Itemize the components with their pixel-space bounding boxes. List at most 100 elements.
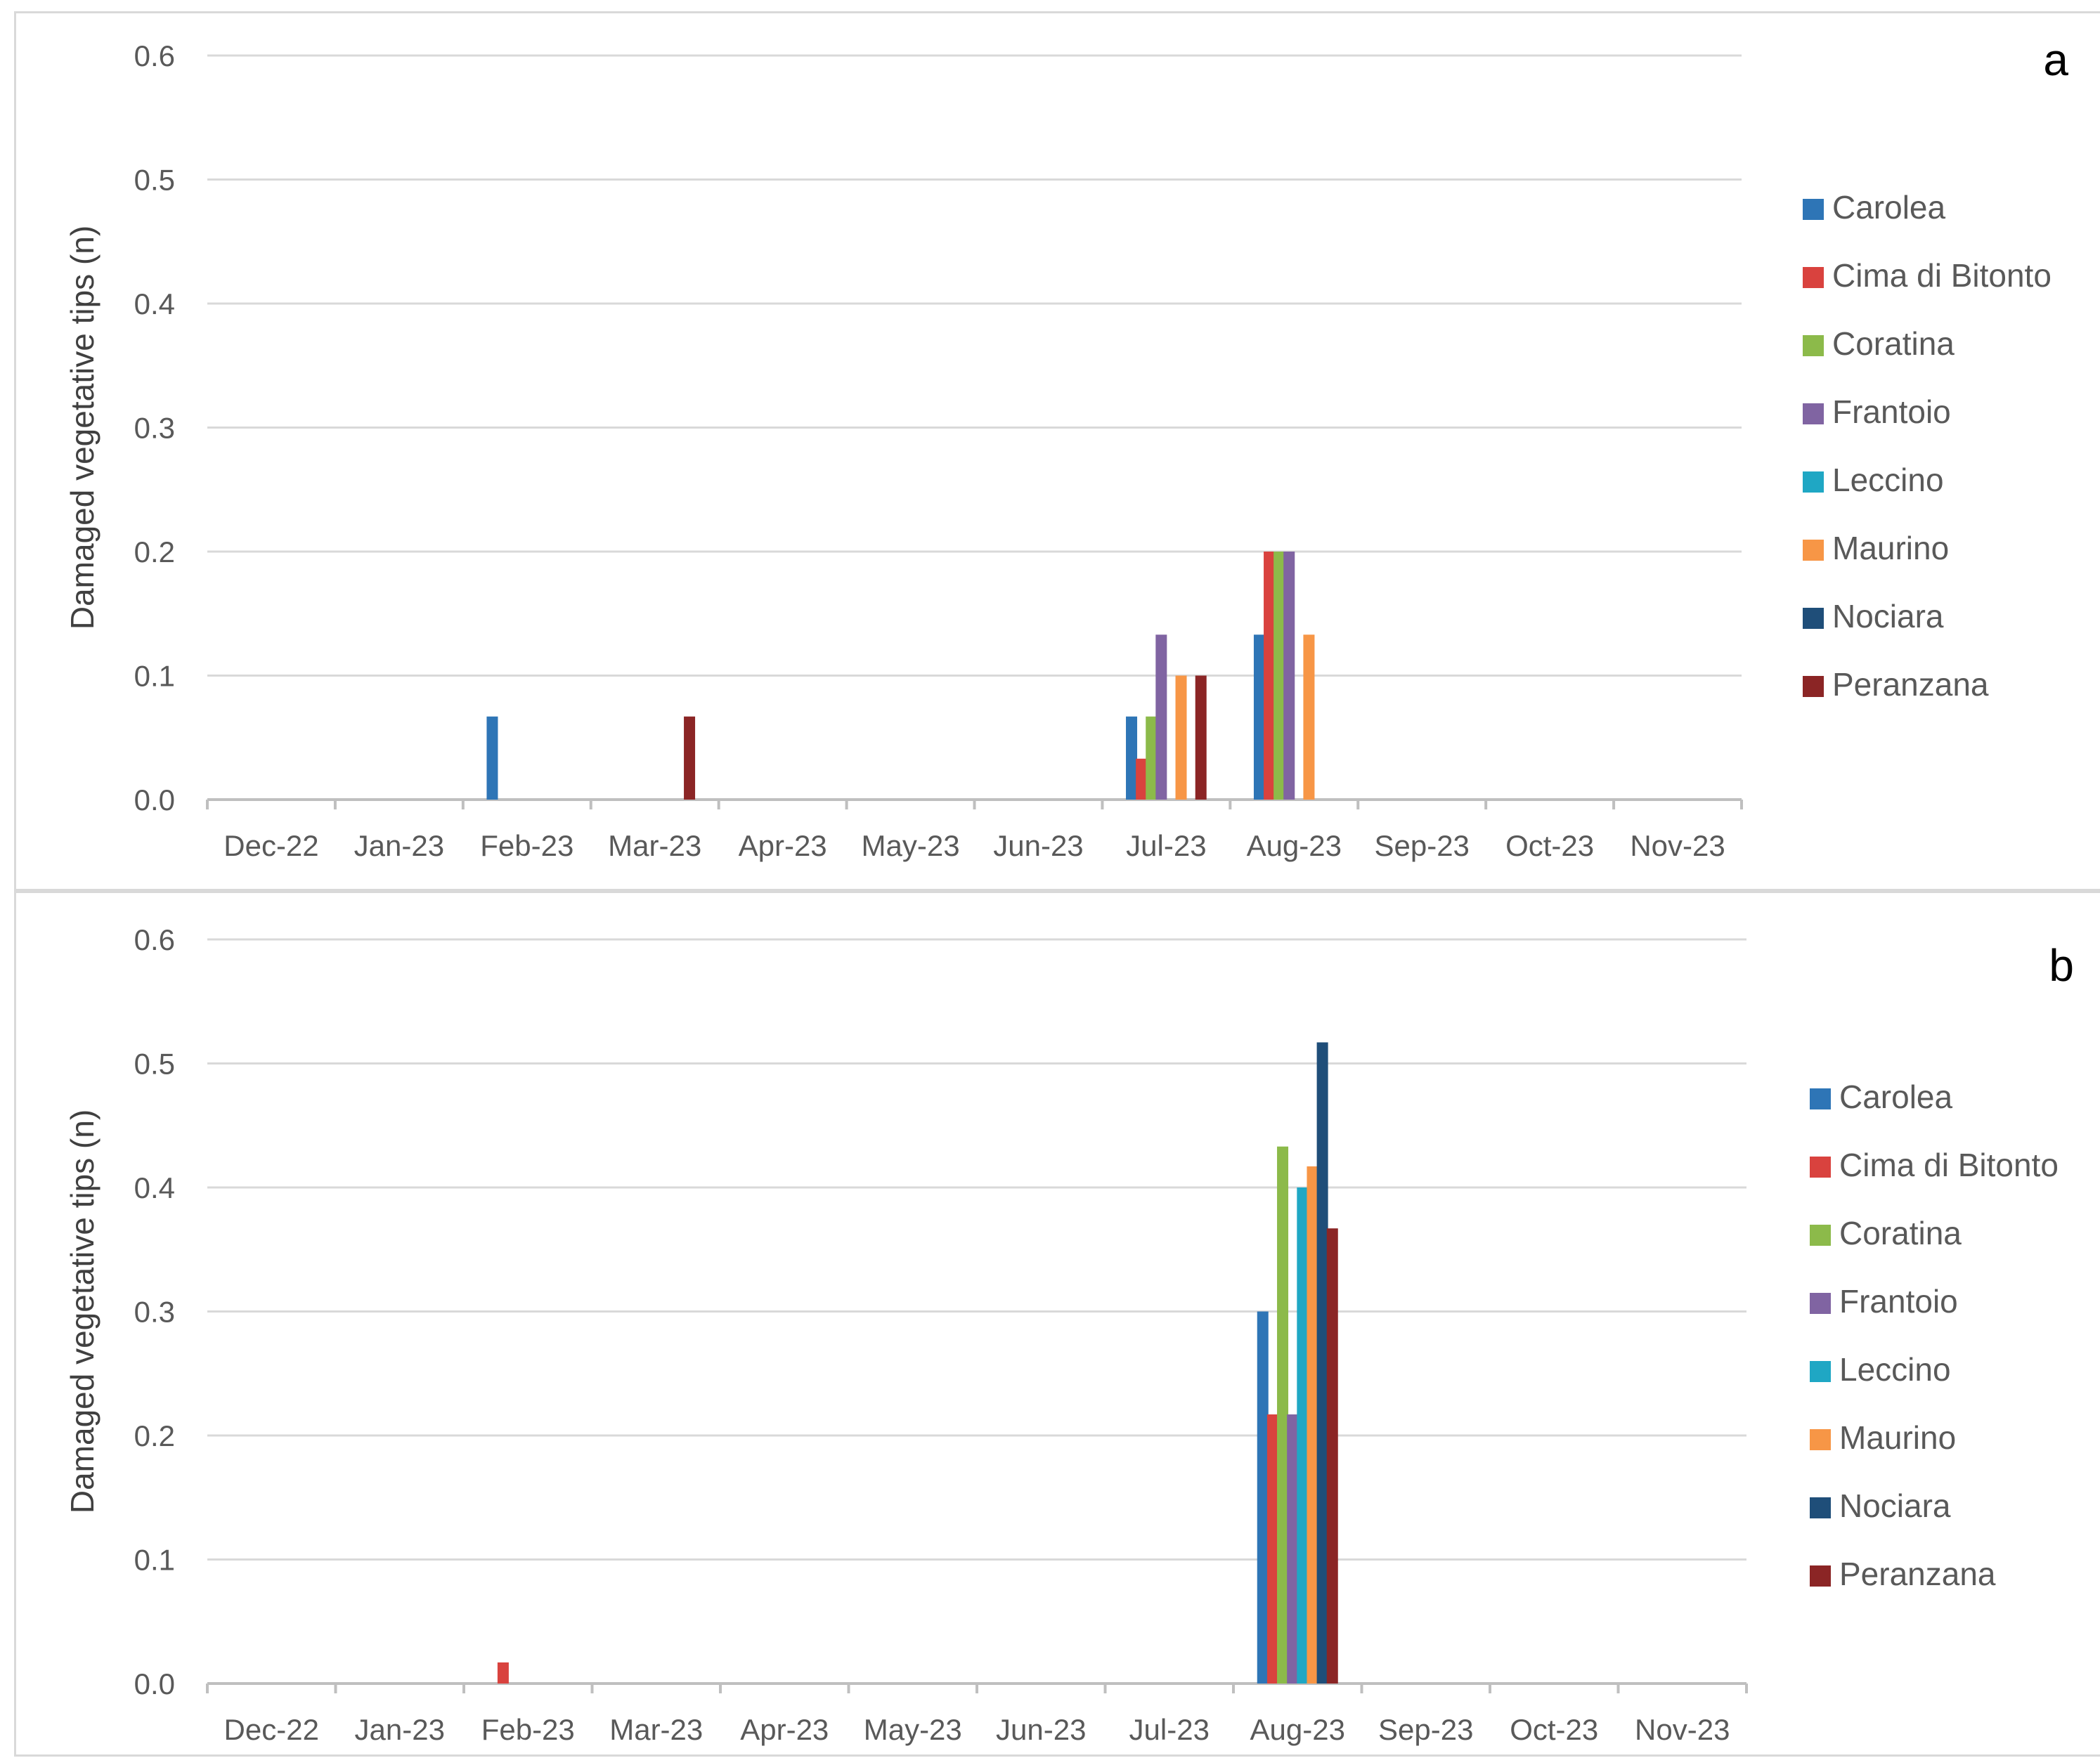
legend-entry: Leccino (1839, 1351, 1951, 1388)
legend-swatch (1810, 1429, 1831, 1450)
legend-swatch (1803, 676, 1824, 697)
bar-coratina (1273, 552, 1285, 800)
x-tick-label: Nov-23 (1630, 829, 1725, 862)
y-tick-label: 0.1 (134, 1544, 175, 1577)
x-tick-label: Apr-23 (739, 829, 827, 862)
bar-coratina (1277, 1146, 1289, 1684)
y-tick-label: 0.5 (134, 1048, 175, 1081)
bar-peranzana (1326, 1228, 1338, 1684)
x-tick-label: Mar-23 (608, 829, 701, 862)
x-tick-label: Jul-23 (1129, 1713, 1210, 1746)
bar-peranzana (1195, 675, 1207, 800)
y-tick-label: 0.1 (134, 660, 175, 693)
y-tick-label: 0.0 (134, 1667, 175, 1700)
x-tick-label: Dec-22 (224, 1713, 319, 1746)
legend-swatch (1810, 1088, 1831, 1109)
chart-a: 0.0 0.1 0.2 0.3 0.4 0.5 0.6 Dec-22 Jan-23 Feb-23 M… (64, 34, 2068, 862)
y-axis-label: Damaged vegetative tips (n) (64, 226, 101, 630)
legend-swatch (1810, 1361, 1831, 1382)
legend-swatch (1810, 1293, 1831, 1314)
bar-leccino (1297, 1187, 1309, 1684)
y-tick-label: 0.3 (134, 412, 175, 445)
legend-entry: Nociara (1832, 598, 1944, 634)
legend-swatch (1810, 1497, 1831, 1518)
y-tick-label: 0.6 (134, 39, 175, 72)
y-tick-label: 0.4 (134, 1171, 175, 1204)
panel-label: b (2049, 940, 2074, 991)
bar-cima-di-bitonto (497, 1662, 509, 1684)
bar-coratina (1146, 716, 1158, 800)
x-tick-label: Mar-23 (609, 1713, 703, 1746)
bar-cima-di-bitonto (1264, 552, 1276, 800)
x-tick-label: Jun-23 (993, 829, 1083, 862)
bar-cima-di-bitonto (1136, 758, 1148, 800)
legend-swatch (1803, 199, 1824, 220)
x-tick-label: Sep-23 (1378, 1713, 1473, 1746)
legend-entry: Cima di Bitonto (1839, 1147, 2059, 1183)
bar-carolea (1126, 716, 1138, 800)
y-tick-label: 0.2 (134, 535, 175, 568)
bar-carolea (486, 716, 498, 800)
x-tick-label: Nov-23 (1635, 1713, 1730, 1746)
x-tick-label: May-23 (862, 829, 960, 862)
legend-entry: Carolea (1832, 189, 1946, 226)
legend-entry: Cima di Bitonto (1832, 257, 2052, 294)
x-tick-label: Feb-23 (480, 829, 573, 862)
x-tick-label: Apr-23 (740, 1713, 829, 1746)
legend-swatch (1810, 1225, 1831, 1246)
legend-entry: Carolea (1839, 1079, 1953, 1115)
bar-nociara (1316, 1042, 1328, 1684)
bar-maurino (1307, 1166, 1318, 1684)
panel-label: a (2043, 34, 2068, 85)
legend-swatch (1803, 403, 1824, 424)
y-tick-label: 0.3 (134, 1296, 175, 1329)
legend-entry: Maurino (1832, 530, 1949, 566)
legend-swatch (1803, 540, 1824, 561)
bar-maurino (1175, 675, 1187, 800)
y-tick-label: 0.4 (134, 287, 175, 320)
x-tick-label: May-23 (864, 1713, 962, 1746)
y-tick-label: 0.6 (134, 923, 175, 956)
bar-maurino (1303, 634, 1315, 800)
legend-entry: Peranzana (1832, 666, 1989, 703)
bar-carolea (1257, 1311, 1269, 1684)
chart-panel-a: 0.0 0.1 0.2 0.3 0.4 0.5 0.6 Dec-22 Jan-23 Feb-23 M… (14, 11, 2100, 891)
bar-frantoio (1155, 634, 1167, 800)
bar-peranzana (684, 716, 696, 800)
y-tick-label: 0.5 (134, 164, 175, 197)
x-tick-label: Dec-22 (223, 829, 318, 862)
x-tick-label: Feb-23 (481, 1713, 575, 1746)
legend-swatch (1810, 1157, 1831, 1178)
x-tick-label: Oct-23 (1510, 1713, 1598, 1746)
legend-entry: Frantoio (1839, 1283, 1958, 1320)
x-tick-label: Jan-23 (354, 829, 444, 862)
bar-frantoio (1283, 552, 1295, 800)
legend-entry: Frantoio (1832, 393, 1951, 430)
x-tick-label: Aug-23 (1250, 1713, 1345, 1746)
legend-entry: Leccino (1832, 462, 1944, 498)
chart-panel-b: 0.0 0.1 0.2 0.3 0.4 0.5 0.6 Dec-22 Jan-23 Feb-23 M… (14, 891, 2100, 1757)
x-tick-label: Jul-23 (1126, 829, 1206, 862)
legend-entry: Coratina (1839, 1215, 1962, 1251)
legend-entry: Coratina (1832, 325, 1955, 362)
legend-entry: Maurino (1839, 1419, 1956, 1456)
x-tick-label: Jan-23 (355, 1713, 445, 1746)
y-axis-label: Damaged vegetative tips (n) (64, 1109, 101, 1513)
legend-entry: Peranzana (1839, 1556, 1996, 1592)
legend-entry: Nociara (1839, 1487, 1951, 1524)
legend-swatch (1810, 1565, 1831, 1587)
x-tick-label: Jun-23 (996, 1713, 1086, 1746)
x-tick-label: Aug-23 (1247, 829, 1342, 862)
legend-swatch (1803, 471, 1824, 493)
y-tick-label: 0.2 (134, 1419, 175, 1452)
bar-carolea (1253, 634, 1265, 800)
x-tick-label: Sep-23 (1374, 829, 1469, 862)
x-tick-label: Oct-23 (1505, 829, 1594, 862)
bar-cima-di-bitonto (1266, 1414, 1278, 1684)
legend-swatch (1803, 267, 1824, 288)
legend-swatch (1803, 335, 1824, 356)
legend-swatch (1803, 608, 1824, 629)
y-tick-label: 0.0 (134, 783, 175, 816)
bar-frantoio (1287, 1414, 1299, 1684)
chart-b: 0.0 0.1 0.2 0.3 0.4 0.5 0.6 Dec-22 Jan-23 Feb-23 M… (64, 923, 2074, 1746)
